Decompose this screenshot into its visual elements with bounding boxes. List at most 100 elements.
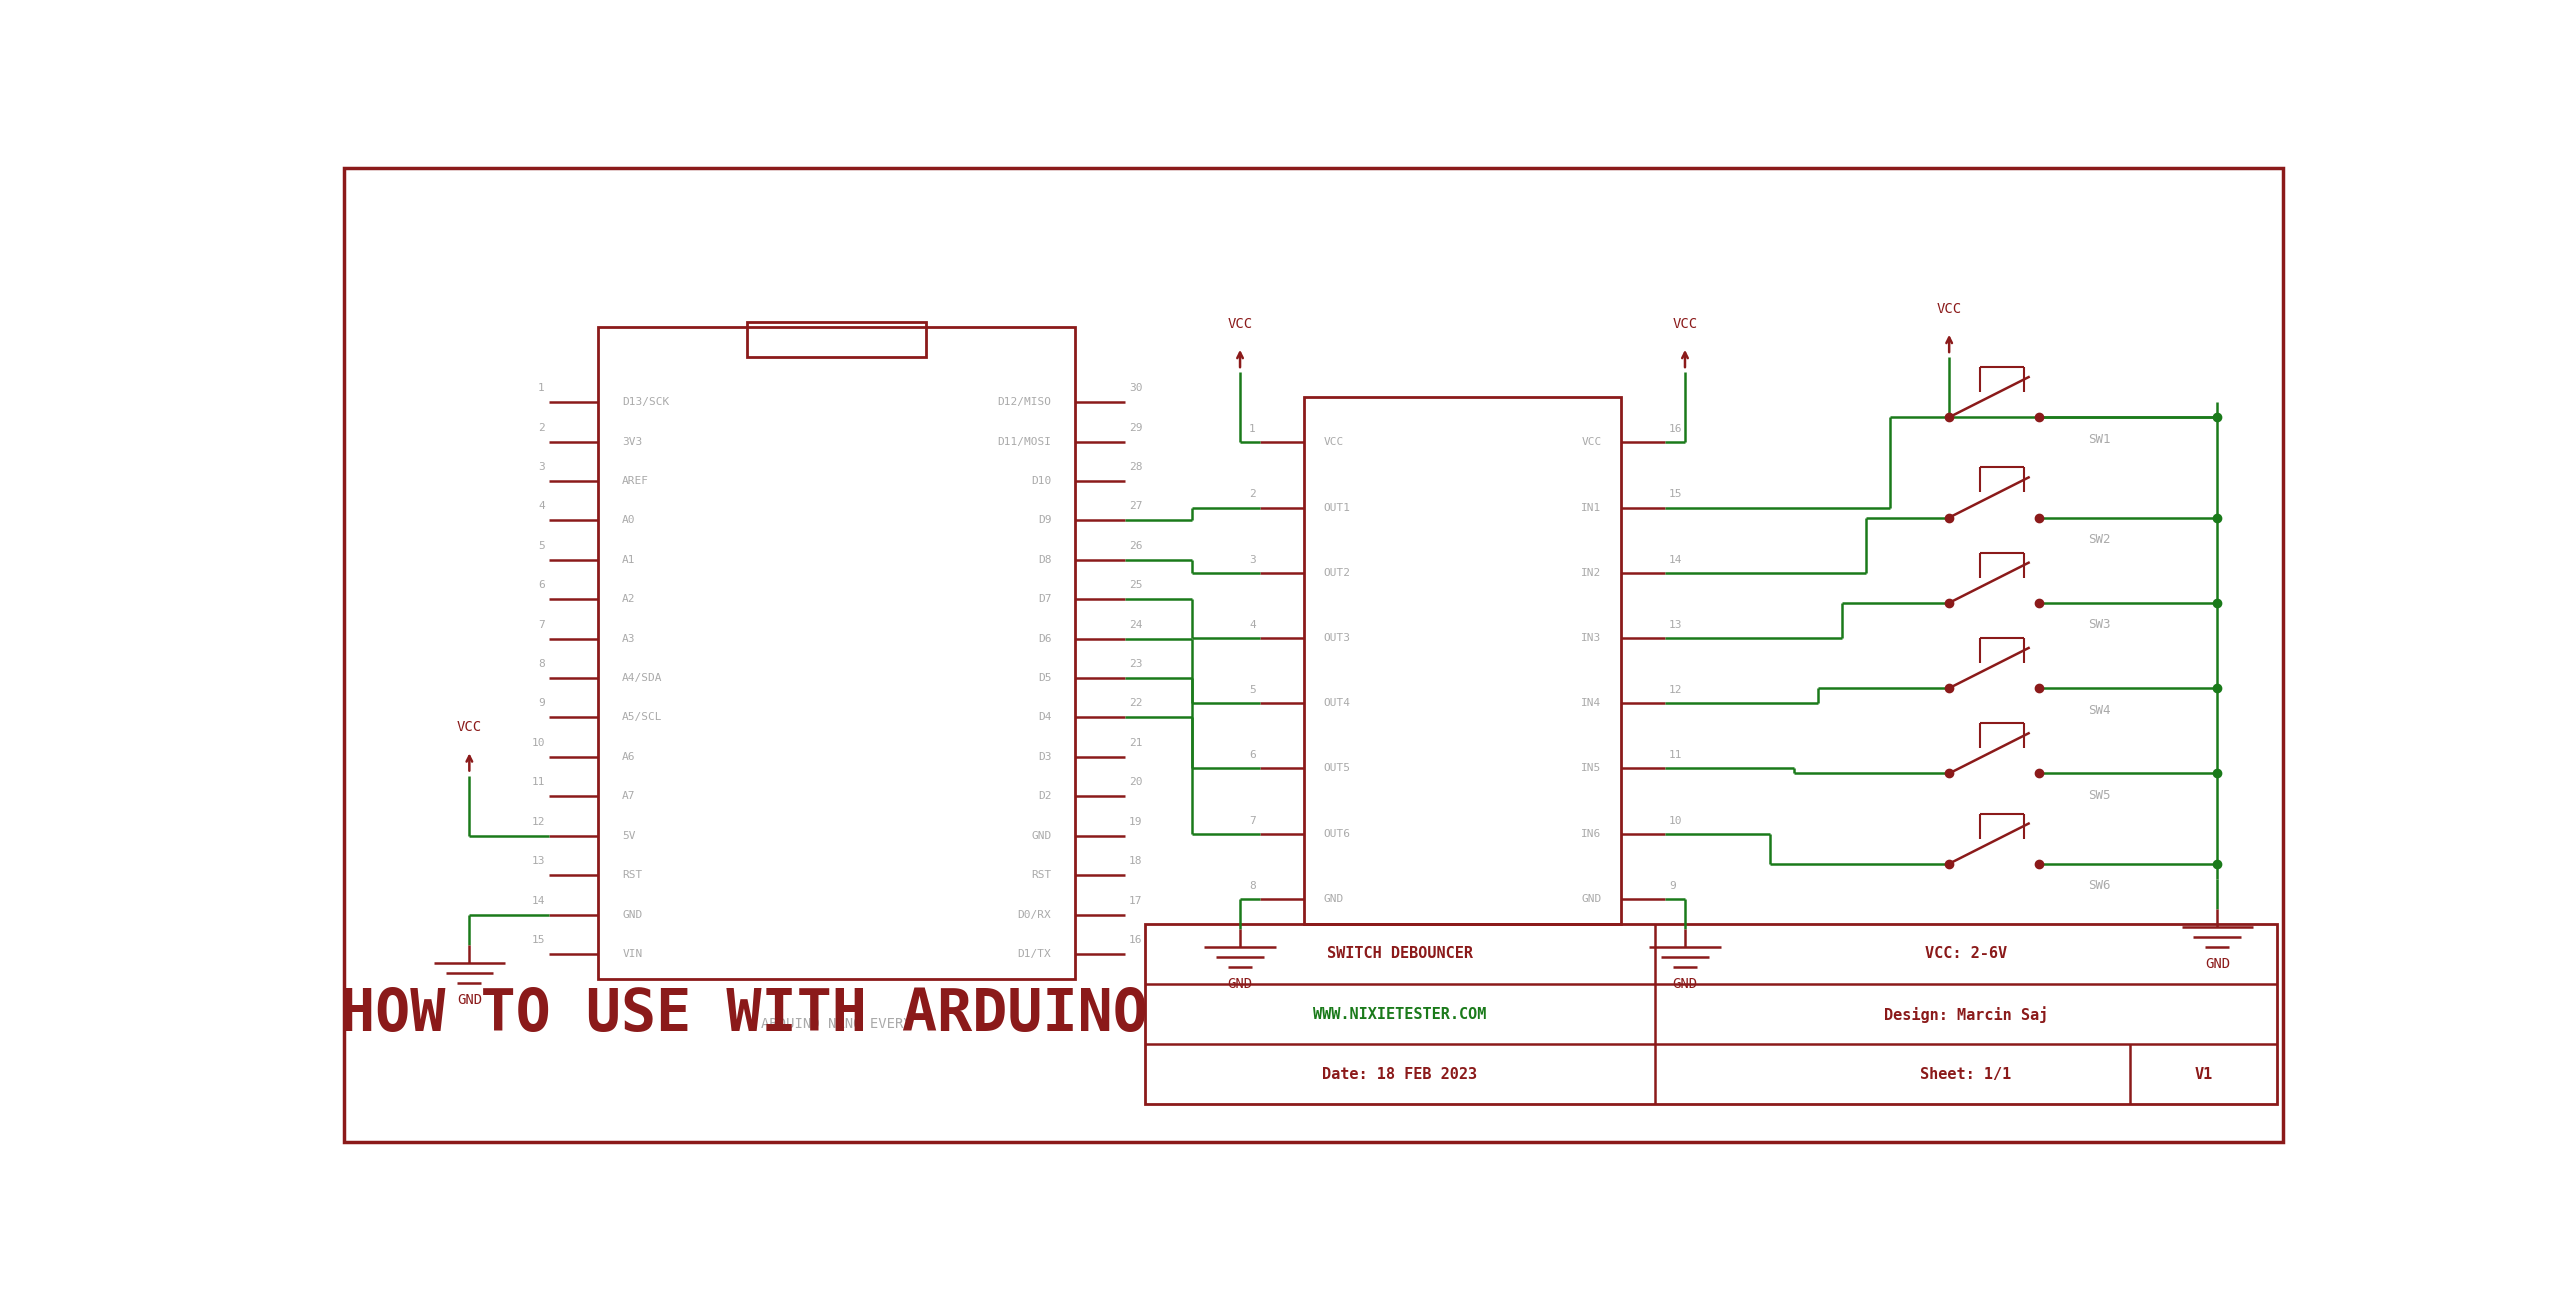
Text: 15: 15 bbox=[1669, 490, 1681, 499]
Text: VCC: VCC bbox=[1228, 317, 1253, 331]
Text: OUT6: OUT6 bbox=[1323, 829, 1351, 839]
Text: VCC: VCC bbox=[1323, 438, 1343, 447]
Text: SW5: SW5 bbox=[2089, 790, 2112, 801]
Text: D6: D6 bbox=[1038, 633, 1051, 644]
Text: RST: RST bbox=[623, 870, 643, 880]
Text: D5: D5 bbox=[1038, 674, 1051, 683]
Text: 16: 16 bbox=[1669, 425, 1681, 434]
Text: D7: D7 bbox=[1038, 594, 1051, 605]
Text: 2: 2 bbox=[1248, 490, 1256, 499]
Text: 23: 23 bbox=[1128, 659, 1143, 668]
Text: 22: 22 bbox=[1128, 698, 1143, 709]
Text: 1: 1 bbox=[538, 383, 546, 394]
Text: A1: A1 bbox=[623, 555, 636, 564]
Text: 18: 18 bbox=[1128, 856, 1143, 866]
Text: 21: 21 bbox=[1128, 737, 1143, 748]
Text: GND: GND bbox=[2204, 956, 2230, 971]
Text: AREF: AREF bbox=[623, 476, 648, 486]
Text: OUT4: OUT4 bbox=[1323, 698, 1351, 708]
Text: OUT5: OUT5 bbox=[1323, 764, 1351, 774]
Text: 3: 3 bbox=[538, 463, 546, 472]
Text: RST: RST bbox=[1030, 870, 1051, 880]
Text: 17: 17 bbox=[1128, 895, 1143, 906]
Text: SWITCH DEBOUNCER: SWITCH DEBOUNCER bbox=[1328, 946, 1474, 962]
Text: GND: GND bbox=[623, 909, 643, 920]
Text: VCC: VCC bbox=[1938, 302, 1961, 315]
Text: IN2: IN2 bbox=[1581, 568, 1602, 577]
Text: IN3: IN3 bbox=[1581, 633, 1602, 642]
Text: 7: 7 bbox=[1248, 816, 1256, 826]
Text: D9: D9 bbox=[1038, 516, 1051, 525]
Text: 27: 27 bbox=[1128, 502, 1143, 511]
Text: Date: 18 FEB 2023: Date: 18 FEB 2023 bbox=[1323, 1067, 1476, 1081]
Text: D2: D2 bbox=[1038, 791, 1051, 801]
Text: 29: 29 bbox=[1128, 422, 1143, 433]
Text: 2: 2 bbox=[538, 422, 546, 433]
Text: WWW.NIXIETESTER.COM: WWW.NIXIETESTER.COM bbox=[1312, 1007, 1487, 1022]
Text: 4: 4 bbox=[1248, 620, 1256, 629]
Text: 25: 25 bbox=[1128, 580, 1143, 590]
Text: SW1: SW1 bbox=[2089, 433, 2112, 446]
Text: 19: 19 bbox=[1128, 817, 1143, 826]
Text: VCC: VCC bbox=[456, 721, 482, 735]
Text: 28: 28 bbox=[1128, 463, 1143, 472]
Text: 15: 15 bbox=[531, 936, 546, 945]
Text: 12: 12 bbox=[531, 817, 546, 826]
Text: V1: V1 bbox=[2194, 1067, 2212, 1081]
Text: GND: GND bbox=[1228, 977, 1253, 992]
Text: 14: 14 bbox=[531, 895, 546, 906]
Text: 9: 9 bbox=[1669, 881, 1676, 891]
Text: GND: GND bbox=[1674, 977, 1697, 992]
Text: D4: D4 bbox=[1038, 713, 1051, 722]
Bar bbox=[600, 327, 1076, 979]
Text: GND: GND bbox=[1030, 831, 1051, 840]
Text: 6: 6 bbox=[538, 580, 546, 590]
Text: 11: 11 bbox=[531, 778, 546, 787]
Text: IN6: IN6 bbox=[1581, 829, 1602, 839]
Text: Sheet: 1/1: Sheet: 1/1 bbox=[1920, 1067, 2012, 1081]
Text: SW3: SW3 bbox=[2089, 619, 2112, 632]
Text: 30: 30 bbox=[1128, 383, 1143, 394]
Bar bbox=[1146, 924, 2276, 1105]
Text: 14: 14 bbox=[1669, 555, 1681, 564]
Text: 10: 10 bbox=[531, 737, 546, 748]
Text: OUT1: OUT1 bbox=[1323, 503, 1351, 512]
Text: D10: D10 bbox=[1030, 476, 1051, 486]
Bar bbox=[748, 322, 925, 357]
Text: GND: GND bbox=[1323, 894, 1343, 904]
Text: 26: 26 bbox=[1128, 541, 1143, 551]
Text: VCC: VCC bbox=[1674, 317, 1697, 331]
Text: GND: GND bbox=[1581, 894, 1602, 904]
Text: ARDUINO NANO EVERY: ARDUINO NANO EVERY bbox=[761, 1018, 912, 1031]
Text: D8: D8 bbox=[1038, 555, 1051, 564]
Text: SW4: SW4 bbox=[2089, 704, 2112, 717]
Text: 24: 24 bbox=[1128, 620, 1143, 629]
Text: VIN: VIN bbox=[623, 949, 643, 959]
Text: D12/MISO: D12/MISO bbox=[997, 397, 1051, 407]
Text: 1: 1 bbox=[1248, 425, 1256, 434]
Text: 11: 11 bbox=[1669, 751, 1681, 761]
Text: IN1: IN1 bbox=[1581, 503, 1602, 512]
Text: HOW TO USE WITH ARDUINO: HOW TO USE WITH ARDUINO bbox=[341, 985, 1148, 1042]
Text: OUT2: OUT2 bbox=[1323, 568, 1351, 577]
Text: VCC: 2-6V: VCC: 2-6V bbox=[1925, 946, 2007, 962]
Text: 8: 8 bbox=[538, 659, 546, 668]
Text: 3V3: 3V3 bbox=[623, 437, 643, 447]
Text: 5: 5 bbox=[538, 541, 546, 551]
Text: 13: 13 bbox=[531, 856, 546, 866]
Text: A6: A6 bbox=[623, 752, 636, 762]
Text: A4/SDA: A4/SDA bbox=[623, 674, 664, 683]
Text: D13/SCK: D13/SCK bbox=[623, 397, 669, 407]
Text: SW2: SW2 bbox=[2089, 533, 2112, 546]
Text: VCC: VCC bbox=[1581, 438, 1602, 447]
Text: 3: 3 bbox=[1248, 555, 1256, 564]
Text: 5V: 5V bbox=[623, 831, 636, 840]
Text: OUT3: OUT3 bbox=[1323, 633, 1351, 642]
Text: 4: 4 bbox=[538, 502, 546, 511]
Text: D11/MOSI: D11/MOSI bbox=[997, 437, 1051, 447]
Text: 5: 5 bbox=[1248, 685, 1256, 694]
Text: A7: A7 bbox=[623, 791, 636, 801]
Text: 13: 13 bbox=[1669, 620, 1681, 629]
Text: 8: 8 bbox=[1248, 881, 1256, 891]
Text: 6: 6 bbox=[1248, 751, 1256, 761]
